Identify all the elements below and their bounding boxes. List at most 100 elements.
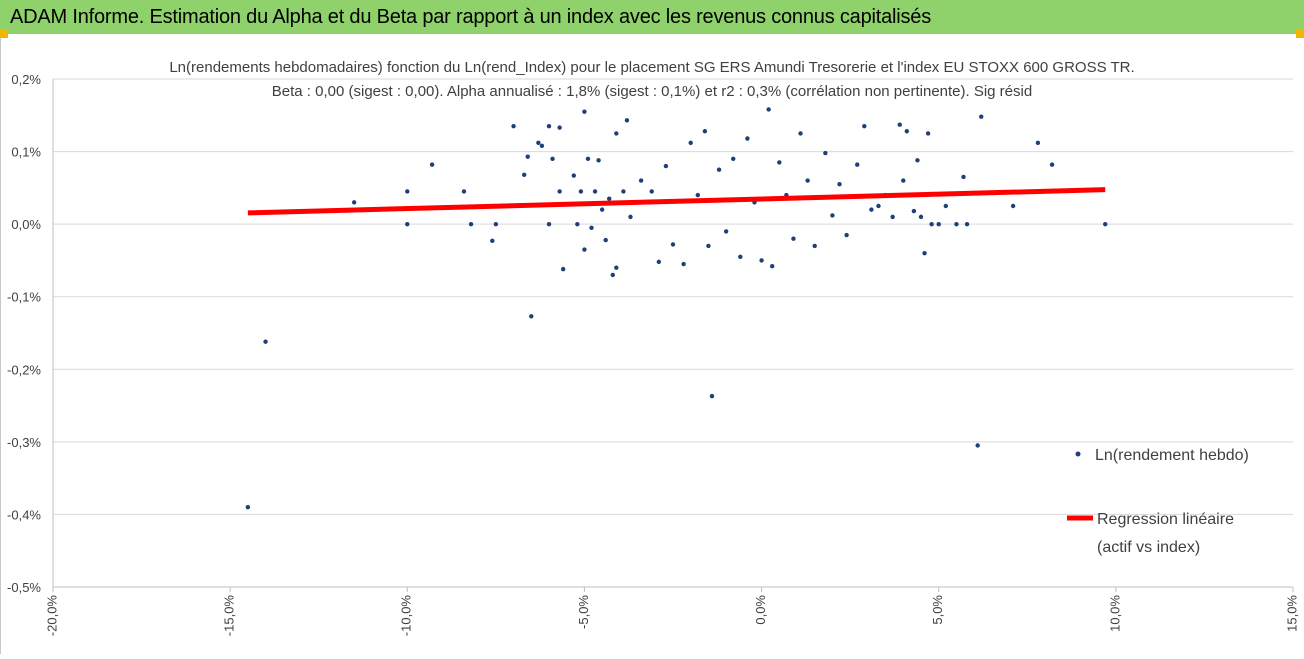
data-point (578, 189, 584, 194)
data-point (876, 203, 881, 209)
data-point (897, 122, 902, 127)
axes: 0,2% 0,1% 0,0% -0,1% -0,2% -0,3% -0,4% -0,5%-20… (7, 72, 1299, 636)
data-point (862, 123, 867, 129)
x-tick-label: 0,0% (753, 595, 768, 625)
data-point (493, 221, 499, 227)
data-point (1049, 162, 1055, 167)
regression-line-group (247, 187, 1106, 216)
data-point (723, 229, 729, 234)
data-point (706, 243, 711, 249)
data-point (812, 243, 817, 249)
data-point (525, 154, 530, 159)
chart-title: Ln(rendements hebdomadaires) fonction du… (169, 59, 1134, 76)
data-point (663, 163, 669, 169)
data-point (911, 208, 917, 214)
data-point (766, 107, 771, 112)
data-point (918, 214, 924, 220)
data-point (550, 156, 555, 162)
data-point (596, 158, 601, 163)
data-point (571, 173, 576, 178)
data-point (681, 261, 686, 267)
data-point (979, 114, 984, 119)
data-point (904, 129, 910, 134)
data-point (823, 150, 828, 156)
data-point (245, 504, 251, 510)
data-point (575, 221, 580, 227)
data-point (1103, 221, 1108, 227)
x-tick-label: 5,0% (930, 595, 945, 625)
banner-corner-left (0, 30, 8, 38)
legend-label-regression-line1: Regression linéaire (1097, 511, 1234, 528)
data-point (468, 221, 474, 227)
data-point (759, 258, 764, 263)
data-point (954, 221, 959, 227)
data-point (777, 160, 782, 165)
data-point (624, 118, 630, 123)
data-point (614, 265, 619, 270)
y-tick-label: -0,3% (7, 435, 41, 450)
data-point (925, 131, 931, 136)
data-point (599, 207, 605, 212)
data-point (869, 207, 874, 212)
report-banner: ADAM Informe. Estimation du Alpha et du … (0, 0, 1304, 38)
data-point (798, 131, 803, 136)
data-point (670, 242, 676, 247)
data-point (351, 200, 357, 205)
data-point (582, 247, 587, 252)
y-tick-label: -0,1% (7, 290, 41, 305)
data-point (628, 214, 633, 220)
data-point (461, 189, 467, 194)
data-point (589, 225, 594, 230)
data-point (844, 232, 849, 238)
x-tick-label: 15,0% (1284, 595, 1299, 632)
data-point (546, 221, 552, 227)
data-point (922, 250, 927, 256)
data-point (405, 189, 410, 194)
data-point (1010, 203, 1016, 209)
data-point (592, 189, 598, 194)
data-point (709, 393, 715, 399)
data-point (429, 162, 435, 167)
y-tick-label: 0,0% (11, 217, 41, 232)
data-point (603, 237, 608, 243)
data-point (539, 143, 545, 148)
data-point (695, 192, 700, 198)
banner-corner-right (1296, 30, 1304, 38)
data-point (582, 109, 587, 114)
y-tick-label: -0,4% (7, 507, 41, 522)
data-point (731, 156, 736, 162)
data-point (901, 178, 906, 183)
data-point (522, 172, 527, 177)
y-tick-label: -0,2% (7, 362, 41, 377)
x-tick-label: 10,0% (1107, 595, 1122, 632)
data-point (890, 214, 895, 220)
data-point (791, 236, 796, 241)
data-point (830, 213, 835, 218)
x-tick-label: -10,0% (399, 595, 414, 637)
data-point (805, 178, 810, 183)
x-tick-label: -20,0% (44, 595, 59, 637)
data-point (638, 178, 644, 183)
data-point (770, 264, 775, 269)
data-point (405, 221, 410, 227)
regression-line (247, 187, 1106, 216)
data-point (560, 266, 566, 272)
legend-label-regression-line2: (actif vs index) (1097, 539, 1200, 556)
data-point (490, 238, 495, 244)
data-point (656, 259, 662, 265)
y-tick-label: -0,5% (7, 580, 41, 595)
data-point (585, 156, 591, 162)
data-point (557, 189, 562, 194)
grid-lines (53, 78, 1293, 588)
y-tick-label: 0,1% (11, 145, 41, 160)
data-point (745, 136, 750, 141)
data-point (716, 167, 722, 172)
data-point (614, 131, 619, 136)
data-point (536, 140, 541, 146)
legend-label-points: Ln(rendement hebdo) (1095, 447, 1249, 464)
scatter-chart: 0,2% 0,1% 0,0% -0,1% -0,2% -0,3% -0,4% -0,5%-20… (7, 59, 1299, 636)
data-point (936, 221, 941, 227)
report-title: ADAM Informe. Estimation du Alpha et du … (10, 6, 932, 28)
data-point (621, 189, 626, 194)
x-tick-label: -5,0% (576, 595, 591, 629)
